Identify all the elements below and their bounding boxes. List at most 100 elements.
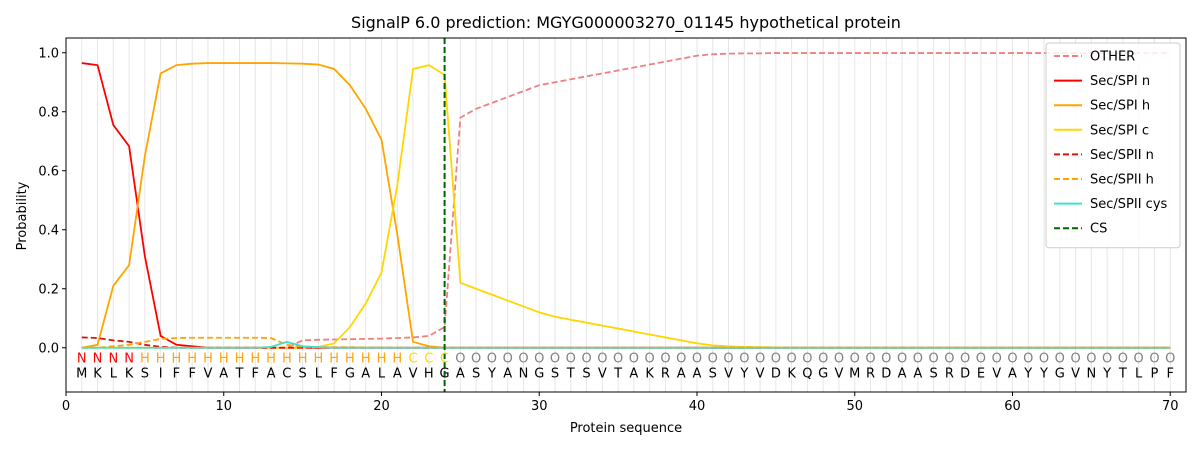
legend-label-1: Sec/SPI n (1090, 74, 1150, 89)
region-label-56: O (944, 352, 954, 367)
x-tick-label-0: 0 (62, 399, 70, 414)
residue-37: K (645, 366, 654, 381)
region-label-15: H (298, 352, 308, 367)
region-label-19: H (361, 352, 371, 367)
residue-15: S (298, 366, 306, 381)
residue-33: S (582, 366, 590, 381)
region-label-63: O (1055, 352, 1065, 367)
region-label-36: O (629, 352, 639, 367)
residue-47: Q (802, 366, 812, 381)
region-label-5: H (140, 352, 150, 367)
series-line-0 (81, 52, 1171, 349)
residue-9: V (204, 366, 213, 381)
residue-10: A (219, 366, 228, 381)
residue-59: V (992, 366, 1001, 381)
region-label-67: O (1118, 352, 1128, 367)
residue-35: T (613, 366, 622, 381)
region-label-34: O (597, 352, 607, 367)
region-label-59: O (992, 352, 1002, 367)
residue-56: R (945, 366, 954, 381)
legend-label-4: Sec/SPII n (1090, 148, 1154, 163)
residue-16: L (315, 366, 323, 381)
y-tick-label-5: 1.0 (38, 46, 59, 61)
residue-42: V (724, 366, 733, 381)
series-line-3 (81, 64, 1171, 349)
region-label-46: O (787, 352, 797, 367)
residue-20: L (378, 366, 386, 381)
region-label-17: H (329, 352, 339, 367)
residue-40: A (693, 366, 702, 381)
region-label-69: O (1149, 352, 1159, 367)
residue-48: G (818, 366, 828, 381)
x-tick-label-40: 40 (689, 399, 706, 414)
region-label-64: O (1070, 352, 1080, 367)
region-label-14: H (282, 352, 292, 367)
residue-62: Y (1039, 366, 1048, 381)
y-tick-label-0: 0.0 (38, 341, 59, 356)
region-label-27: O (487, 352, 497, 367)
region-label-12: H (250, 352, 260, 367)
residue-55: S (929, 366, 937, 381)
region-label-49: O (834, 352, 844, 367)
region-label-61: O (1023, 352, 1033, 367)
residue-12: F (252, 366, 259, 381)
axes: 0 10 20 30 40 50 60 70 0.0 0.2 0.4 0.6 0.8 1.0 (38, 37, 1187, 414)
residue-43: Y (739, 366, 748, 381)
residue-65: N (1086, 366, 1096, 381)
residue-25: A (456, 366, 465, 381)
region-label-58: O (976, 352, 986, 367)
legend-label-0: OTHER (1090, 50, 1135, 65)
region-label-29: O (518, 352, 528, 367)
region-label-38: O (660, 352, 670, 367)
series-line-6 (81, 340, 1171, 349)
plot-frame (65, 37, 1187, 393)
residue-36: A (629, 366, 638, 381)
region-label-65: O (1086, 352, 1096, 367)
region-label-66: O (1102, 352, 1112, 367)
residue-4: K (125, 366, 134, 381)
residue-58: E (977, 366, 985, 381)
residue-41: S (709, 366, 717, 381)
region-label-1: N (77, 352, 87, 367)
residue-63: G (1055, 366, 1065, 381)
residue-7: F (173, 366, 180, 381)
residue-53: A (898, 366, 907, 381)
region-label-32: O (566, 352, 576, 367)
region-label-20: H (377, 352, 387, 367)
region-label-33: O (581, 352, 591, 367)
residue-29: N (519, 366, 529, 381)
region-label-30: O (534, 352, 544, 367)
residue-51: R (866, 366, 875, 381)
region-label-47: O (802, 352, 812, 367)
legend-label-6: Sec/SPII cys (1090, 197, 1168, 212)
x-tick-label-30: 30 (531, 399, 548, 414)
region-label-60: O (1007, 352, 1017, 367)
y-tick-label-3: 0.6 (38, 164, 59, 179)
residue-45: D (771, 366, 781, 381)
residue-64: V (1071, 366, 1080, 381)
x-tick-label-20: 20 (373, 399, 390, 414)
y-tick-label-4: 0.8 (38, 105, 59, 120)
legend: OTHER Sec/SPI n Sec/SPI h Sec/SPI c Sec/SPII… (1045, 42, 1181, 249)
residue-31: S (551, 366, 559, 381)
residue-52: D (881, 366, 891, 381)
residue-44: V (756, 366, 765, 381)
region-label-53: O (897, 352, 907, 367)
residue-18: G (345, 366, 355, 381)
region-label-52: O (881, 352, 891, 367)
region-label-57: O (960, 352, 970, 367)
region-label-39: O (676, 352, 686, 367)
residue-28: A (503, 366, 512, 381)
x-axis-title: Protein sequence (570, 421, 682, 436)
residue-70: F (1166, 366, 1173, 381)
residue-54: A (913, 366, 922, 381)
residue-27: Y (487, 366, 496, 381)
residue-6: I (159, 366, 163, 381)
residue-46: K (787, 366, 796, 381)
region-label-43: O (739, 352, 749, 367)
region-label-41: O (708, 352, 718, 367)
region-label-3: N (108, 352, 118, 367)
x-tick-label-60: 60 (1004, 399, 1021, 414)
